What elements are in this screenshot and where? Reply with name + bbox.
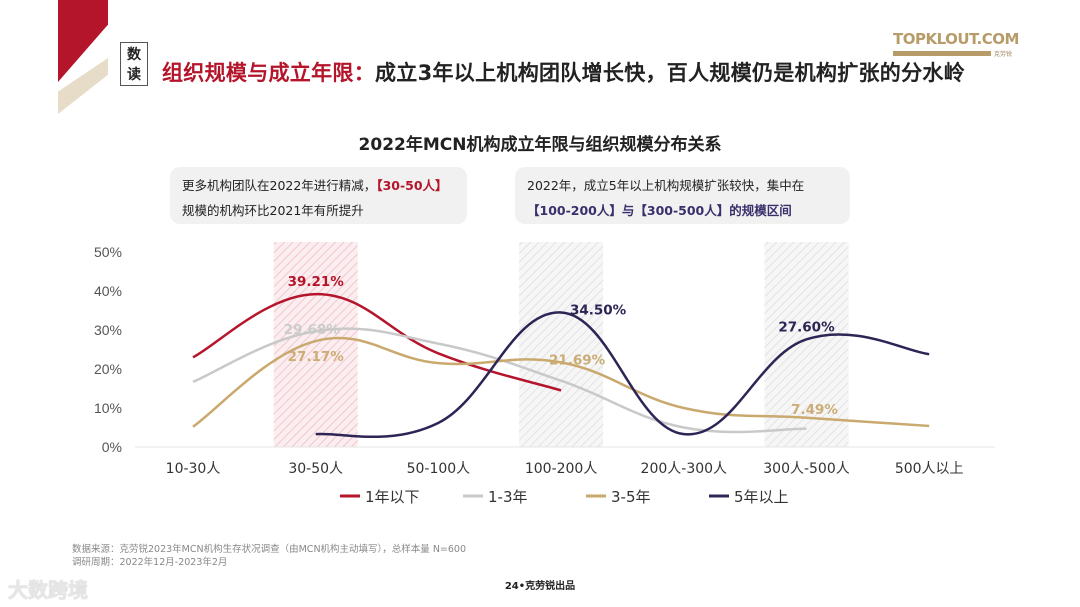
period-text: 调研周期：2022年12月-2023年2月 [72,557,228,568]
data-label: 29.68% [284,322,341,338]
data-label: 34.50% [570,302,627,318]
brand-logo: TOPKLOUT.COM 克劳锐 [893,30,1019,58]
note-text: 规模的机构环比2021年有所提升 [182,203,364,218]
note-highlight: 【30-50人】 [376,178,448,193]
x-tick-label: 500人以上 [895,461,964,477]
logo-text: TOPKLOUT.COM [893,30,1019,48]
y-tick-label: 50% [94,244,122,260]
x-tick-label: 200人-300人 [641,461,728,477]
data-label: 21.69% [549,352,606,368]
y-tick-label: 40% [94,283,122,299]
data-label: 7.49% [791,402,838,418]
x-tick-label: 300人-500人 [763,461,850,477]
source-text: 数据来源：克劳锐2023年MCN机构生存状况调查（由MCN机构主动填写），总样本… [72,544,467,555]
x-tick-label: 30-50人 [288,461,343,477]
page-title: 组织规模与成立年限：成立3年以上机构团队增长快，百人规模仍是机构扩张的分水岭 [162,57,965,87]
page-number: 24•克劳锐出品 [504,581,576,592]
y-tick-label: 0% [102,439,122,455]
data-label: 27.17% [288,349,345,365]
legend-label: 1年以下 [365,488,420,506]
x-tick-label: 10-30人 [166,461,221,477]
series-line-3 [315,311,930,439]
y-tick-label: 30% [94,322,122,338]
section-badge: 数读 [120,42,148,86]
title-rest: 成立3年以上机构团队增长快，百人规模仍是机构扩张的分水岭 [375,61,966,85]
x-tick-label: 100-200人 [525,461,598,477]
source-note: 数据来源：克劳锐2023年MCN机构生存状况调查（由MCN机构主动填写），总样本… [72,543,466,569]
watermark: 大数跨境 [8,578,88,602]
highlight-band [764,242,849,447]
data-label: 27.60% [778,319,835,335]
data-label: 39.21% [288,274,345,290]
x-tick-label: 50-100人 [407,461,471,477]
note-text: 的规模区间 [729,203,792,218]
note-highlight: 【100-200人】与【300-500人】 [527,203,730,218]
highlight-band [273,242,358,447]
annotation-box-2: 2022年，成立5年以上机构规模扩张较快，集中在 【100-200人】与【300-… [515,167,850,224]
legend-label: 3-5年 [611,488,651,506]
series-line-0 [192,292,562,392]
annotation-box-1: 更多机构团队在2022年进行精减，【30-50人】 规模的机构环比2021年有所提… [170,167,467,224]
y-tick-label: 10% [94,400,122,416]
logo-bar [893,51,991,56]
note-text: 更多机构团队在2022年进行精减， [182,178,377,193]
logo-sub: 克劳锐 [994,51,1013,58]
y-tick-label: 20% [94,361,122,377]
chart-title: 2022年MCN机构成立年限与组织规模分布关系 [358,135,722,155]
note-text: 2022年，成立5年以上机构规模扩张较快，集中在 [527,178,805,193]
legend-label: 1-3年 [488,488,528,506]
title-highlight: 组织规模与成立年限： [162,61,375,85]
legend-label: 5年以上 [734,488,789,506]
highlight-band [519,242,604,447]
